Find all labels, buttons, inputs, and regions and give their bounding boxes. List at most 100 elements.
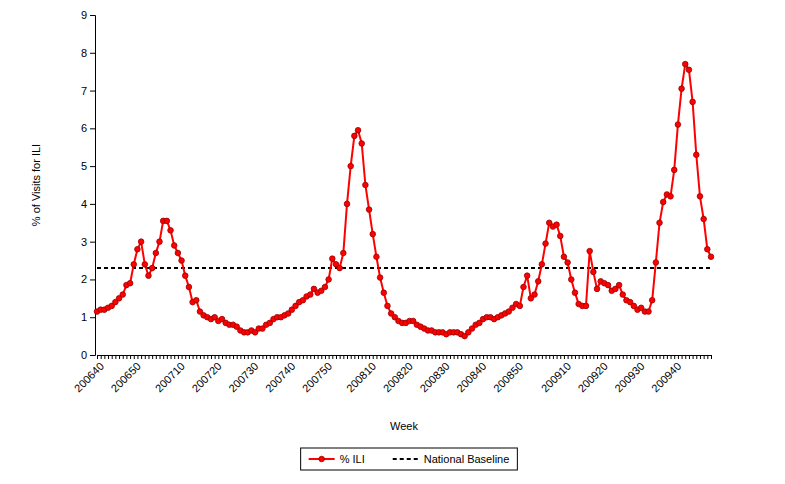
x-tick: [365, 355, 366, 359]
x-tick-mark: [468, 355, 469, 359]
data-point: [120, 292, 126, 298]
data-point: [705, 246, 711, 252]
x-tick-mark: [237, 355, 238, 359]
x-tick-mark: [523, 355, 524, 359]
x-tick-mark: [648, 355, 649, 359]
x-tick-mark: [163, 355, 164, 359]
data-point: [374, 254, 380, 260]
x-tick: [354, 355, 355, 359]
x-tick: [182, 355, 183, 359]
x-tick-mark: [472, 355, 473, 359]
x-tick-mark: [156, 355, 157, 359]
x-tick: [259, 355, 260, 359]
x-tick: 200650: [109, 355, 143, 394]
x-tick-mark: [193, 355, 194, 359]
x-tick-mark: [549, 355, 550, 359]
data-point: [377, 275, 383, 281]
x-tick-mark: [476, 355, 477, 359]
x-tick: [171, 355, 172, 359]
x-tick-mark: [509, 355, 510, 359]
x-tick-mark: [211, 355, 212, 359]
x-tick: [417, 355, 418, 359]
y-tick: 1: [81, 311, 95, 323]
x-tick: [538, 355, 539, 359]
x-tick-mark: [494, 355, 495, 359]
data-point: [675, 122, 681, 128]
x-tick: [101, 355, 102, 359]
x-tick-mark: [527, 355, 528, 359]
x-tick: [402, 355, 403, 359]
x-tick-mark: [101, 355, 102, 359]
x-tick-mark: [406, 355, 407, 359]
x-tick: [248, 355, 249, 359]
data-point: [668, 194, 674, 200]
x-tick-mark: [520, 355, 521, 359]
x-tick: [299, 355, 300, 359]
x-tick-mark: [126, 355, 127, 359]
x-tick: [501, 355, 502, 359]
x-tick: [340, 355, 341, 359]
y-tick-label: 3: [81, 236, 87, 248]
x-tick-mark: [200, 355, 201, 359]
x-tick-mark: [134, 355, 135, 359]
x-tick-mark: [398, 355, 399, 359]
y-tick: 3: [81, 236, 95, 248]
x-tick: [222, 355, 223, 359]
x-tick-mark: [417, 355, 418, 359]
x-tick-mark: [123, 355, 124, 359]
data-point: [352, 133, 358, 139]
y-tick: 5: [81, 160, 95, 172]
x-axis-line: [98, 356, 712, 360]
x-tick: [483, 355, 484, 359]
data-point: [605, 282, 611, 288]
x-tick: [204, 355, 205, 359]
y-tick-mark: [90, 204, 95, 205]
data-point: [330, 256, 336, 262]
x-tick-mark: [413, 355, 414, 359]
x-tick: [568, 355, 569, 359]
x-tick: [167, 355, 168, 359]
x-tick: [645, 355, 646, 359]
data-point: [171, 243, 177, 249]
data-point: [671, 167, 677, 173]
x-tick-mark: [667, 355, 668, 359]
x-tick-mark: [97, 355, 98, 359]
x-tick-mark: [439, 355, 440, 359]
x-tick: [593, 355, 594, 359]
x-tick-mark: [248, 355, 249, 359]
x-tick-mark: [296, 355, 297, 359]
x-tick: [163, 355, 164, 359]
x-tick-mark: [641, 355, 642, 359]
y-tick: 0: [81, 349, 95, 361]
x-tick: [380, 355, 381, 359]
x-tick: [439, 355, 440, 359]
x-tick: [207, 355, 208, 359]
x-tick: 200750: [300, 355, 334, 394]
x-tick-mark: [674, 355, 675, 359]
y-tick: 9: [81, 9, 95, 21]
data-point: [363, 182, 369, 188]
x-tick: [634, 355, 635, 359]
x-tick: [387, 355, 388, 359]
x-tick: [376, 355, 377, 359]
x-tick: [707, 355, 708, 359]
x-tick-label: 200820: [381, 360, 415, 394]
x-tick-label: 200640: [72, 360, 106, 394]
x-tick-label: 200920: [575, 360, 609, 394]
x-tick: [307, 355, 308, 359]
x-tick-label: 200710: [153, 360, 187, 394]
x-tick: [461, 355, 462, 359]
x-tick-mark: [479, 355, 480, 359]
x-tick-mark: [608, 355, 609, 359]
data-point: [341, 250, 347, 256]
x-tick-mark: [207, 355, 208, 359]
data-point: [594, 286, 600, 292]
x-tick-mark: [387, 355, 388, 359]
x-tick: 200930: [612, 355, 646, 394]
x-tick-mark: [512, 355, 513, 359]
data-point: [701, 216, 707, 222]
x-tick: [494, 355, 495, 359]
x-tick-mark: [167, 355, 168, 359]
x-tick-label: 200930: [612, 360, 646, 394]
x-tick-mark: [538, 355, 539, 359]
